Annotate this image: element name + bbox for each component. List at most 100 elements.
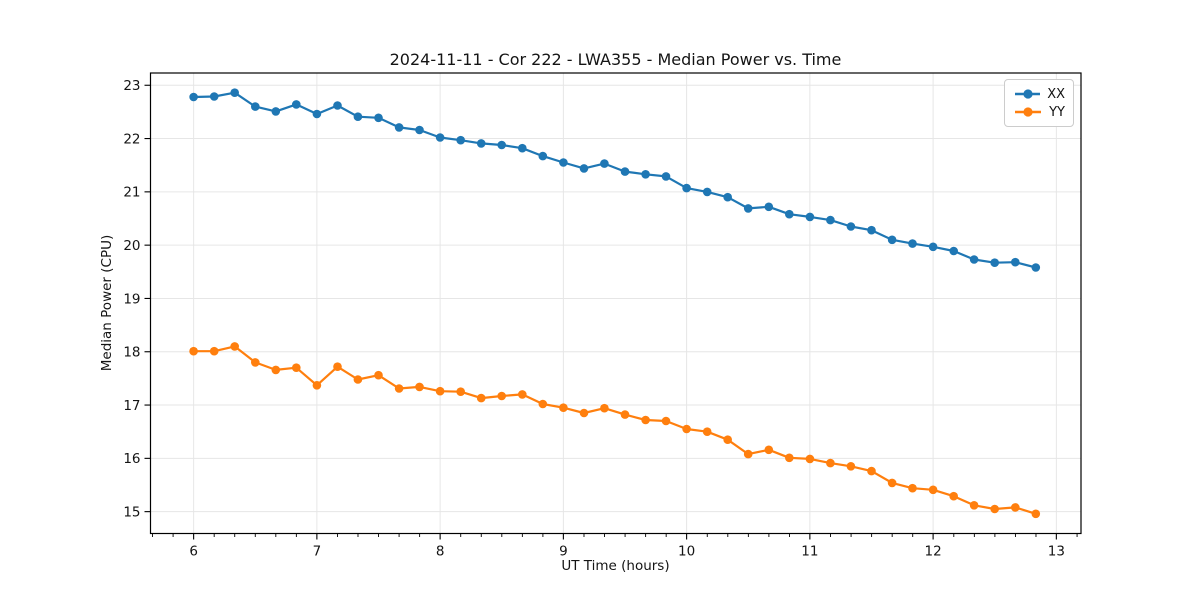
y-tick-label: 15 bbox=[123, 504, 140, 520]
data-point bbox=[1031, 263, 1041, 272]
data-point bbox=[764, 202, 774, 212]
y-tick-label: 16 bbox=[123, 451, 140, 467]
data-point bbox=[785, 209, 794, 219]
data-point bbox=[682, 183, 691, 193]
data-point bbox=[928, 485, 938, 495]
data-point bbox=[702, 427, 712, 437]
x-axis-label: UT Time (hours) bbox=[561, 558, 670, 574]
y-tick-label: 21 bbox=[123, 185, 140, 201]
legend-swatch-yy-icon bbox=[1015, 107, 1041, 117]
data-point bbox=[846, 462, 856, 471]
data-point bbox=[189, 346, 198, 356]
data-point bbox=[1031, 509, 1041, 519]
data-point bbox=[867, 225, 876, 235]
legend-item-xx: XX bbox=[1013, 85, 1065, 103]
data-point bbox=[641, 170, 650, 179]
data-point bbox=[476, 393, 486, 403]
data-point bbox=[826, 215, 835, 225]
data-point bbox=[579, 408, 589, 418]
data-point bbox=[990, 258, 999, 268]
data-point bbox=[990, 504, 999, 514]
data-point bbox=[805, 454, 815, 464]
data-point bbox=[538, 399, 548, 409]
data-point bbox=[476, 139, 486, 148]
data-point bbox=[641, 415, 650, 425]
x-tick-label: 13 bbox=[1048, 544, 1065, 560]
data-point bbox=[949, 491, 958, 501]
tick-labels: 6 7 8 9 10 11 12 13 15 16 17 18 19 20 21 22 23 bbox=[123, 78, 1065, 559]
data-point bbox=[518, 390, 527, 399]
data-point bbox=[292, 363, 301, 373]
data-point bbox=[620, 410, 630, 419]
data-point bbox=[271, 107, 281, 116]
data-point bbox=[271, 365, 281, 375]
legend-label-yy: YY bbox=[1049, 104, 1065, 120]
legend-swatch-xx-icon bbox=[1015, 89, 1041, 99]
data-point bbox=[969, 255, 979, 264]
data-point bbox=[353, 112, 363, 121]
y-tick-label: 22 bbox=[123, 131, 140, 147]
y-axis-label: Median Power (CPU) bbox=[99, 234, 115, 372]
data-point bbox=[723, 192, 732, 202]
data-point bbox=[251, 358, 260, 367]
data-point bbox=[497, 391, 507, 401]
data-point bbox=[805, 212, 815, 222]
x-tick-label: 8 bbox=[436, 544, 445, 560]
data-point bbox=[374, 370, 383, 380]
data-point bbox=[743, 449, 753, 459]
data-point bbox=[600, 159, 609, 168]
data-point bbox=[826, 458, 835, 468]
legend-marker-yy-icon bbox=[1023, 107, 1033, 117]
y-tick-label: 19 bbox=[123, 291, 140, 307]
data-point bbox=[928, 242, 938, 252]
data-point bbox=[415, 125, 424, 135]
data-point bbox=[1011, 257, 1020, 267]
data-point bbox=[723, 435, 732, 445]
data-point bbox=[969, 501, 979, 510]
legend: XX YY bbox=[1004, 79, 1074, 127]
data-point bbox=[518, 143, 527, 153]
data-point bbox=[456, 135, 466, 145]
data-point bbox=[435, 386, 445, 396]
data-point bbox=[764, 445, 774, 455]
series-markers-yy bbox=[189, 342, 1041, 519]
x-tick-label: 7 bbox=[313, 544, 322, 560]
data-point bbox=[1011, 503, 1020, 512]
data-point bbox=[702, 187, 712, 197]
data-point bbox=[785, 453, 794, 463]
data-point bbox=[661, 172, 671, 181]
data-point bbox=[887, 235, 897, 245]
data-point bbox=[538, 151, 548, 161]
data-point bbox=[949, 246, 958, 256]
x-tick-label: 11 bbox=[801, 544, 818, 560]
plot-spines bbox=[149, 72, 1082, 535]
legend-marker-xx-icon bbox=[1023, 89, 1033, 99]
data-point bbox=[456, 387, 466, 397]
data-point bbox=[682, 424, 691, 434]
data-point bbox=[333, 362, 342, 372]
x-tick-label: 12 bbox=[925, 544, 942, 560]
data-point bbox=[374, 113, 383, 123]
data-point bbox=[846, 222, 856, 231]
data-point bbox=[230, 342, 239, 351]
legend-label-xx: XX bbox=[1047, 86, 1065, 102]
data-point bbox=[743, 204, 753, 213]
data-point bbox=[435, 133, 445, 142]
data-point bbox=[908, 483, 917, 493]
y-tick-label: 17 bbox=[123, 398, 140, 414]
data-point bbox=[353, 375, 363, 384]
data-point bbox=[415, 382, 424, 392]
data-point bbox=[867, 466, 876, 476]
data-point bbox=[394, 123, 404, 132]
data-point bbox=[189, 92, 198, 102]
data-point bbox=[497, 140, 507, 150]
data-point bbox=[600, 403, 609, 413]
y-tick-label: 18 bbox=[123, 345, 140, 361]
data-point bbox=[251, 102, 260, 111]
chart-title: 2024-11-11 - Cor 222 - LWA355 - Median P… bbox=[389, 50, 842, 69]
x-tick-label: 6 bbox=[189, 544, 198, 560]
data-point bbox=[312, 109, 322, 119]
x-tick-label: 9 bbox=[559, 544, 568, 560]
